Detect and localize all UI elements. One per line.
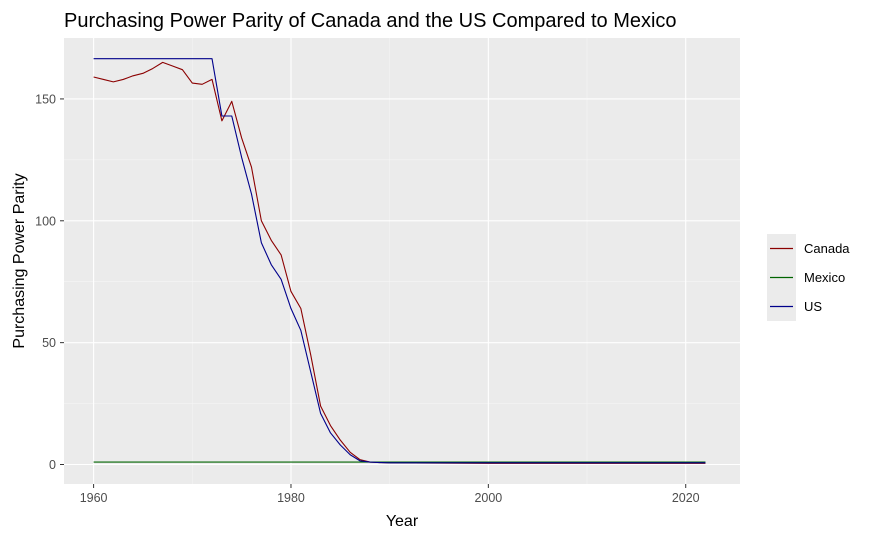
y-tick-label: 50 [42,336,56,350]
major-gridlines [64,38,740,484]
minor-gridlines [64,38,740,484]
x-axis-ticks: 1960 1980 2000 2020 [80,484,700,505]
legend: Canada Mexico US [767,234,850,321]
x-axis-title: Year [386,513,419,530]
y-axis-ticks: 0 50 100 150 [35,92,64,472]
x-tick-label: 2020 [672,491,700,505]
legend-label-canada: Canada [804,241,850,256]
x-tick-label: 2000 [474,491,502,505]
y-tick-label: 0 [49,458,56,472]
chart-title: Purchasing Power Parity of Canada and th… [64,10,677,32]
x-tick-label: 1960 [80,491,108,505]
y-tick-label: 100 [35,214,56,228]
x-tick-label: 1980 [277,491,305,505]
y-axis-title: Purchasing Power Parity [11,173,28,348]
plot-panel [64,38,740,484]
series-line-us [93,58,706,464]
series-lines [93,58,706,464]
legend-label-mexico: Mexico [804,270,845,285]
y-tick-label: 150 [35,92,56,106]
legend-label-us: US [804,299,822,314]
